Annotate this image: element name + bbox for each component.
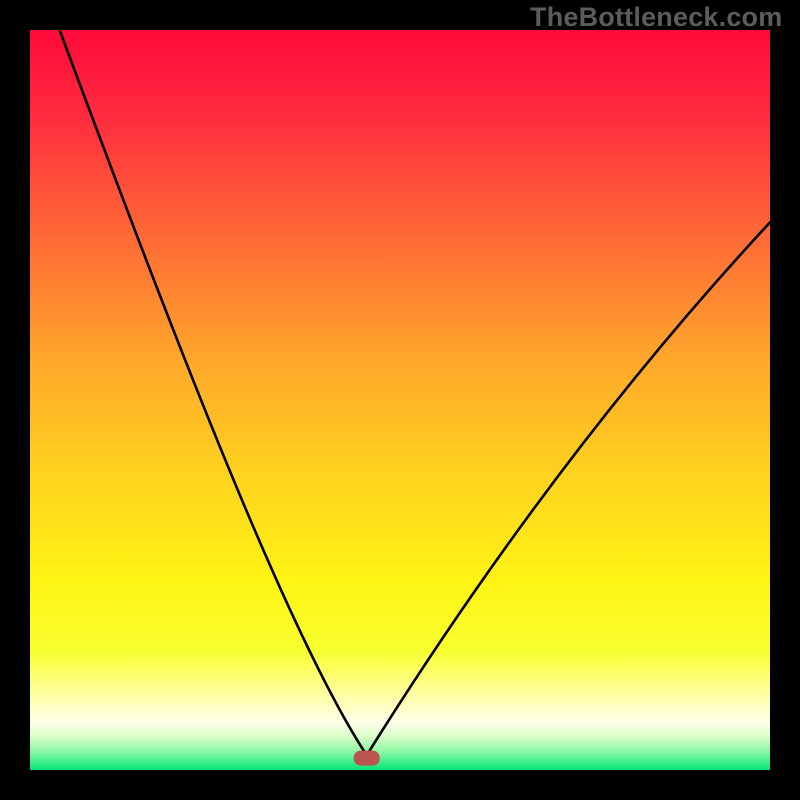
watermark-text: TheBottleneck.com [530,2,782,33]
chart-frame [0,0,800,800]
optimal-point-marker [354,751,380,766]
bottleneck-chart [0,0,800,800]
plot-gradient-background [30,30,770,770]
